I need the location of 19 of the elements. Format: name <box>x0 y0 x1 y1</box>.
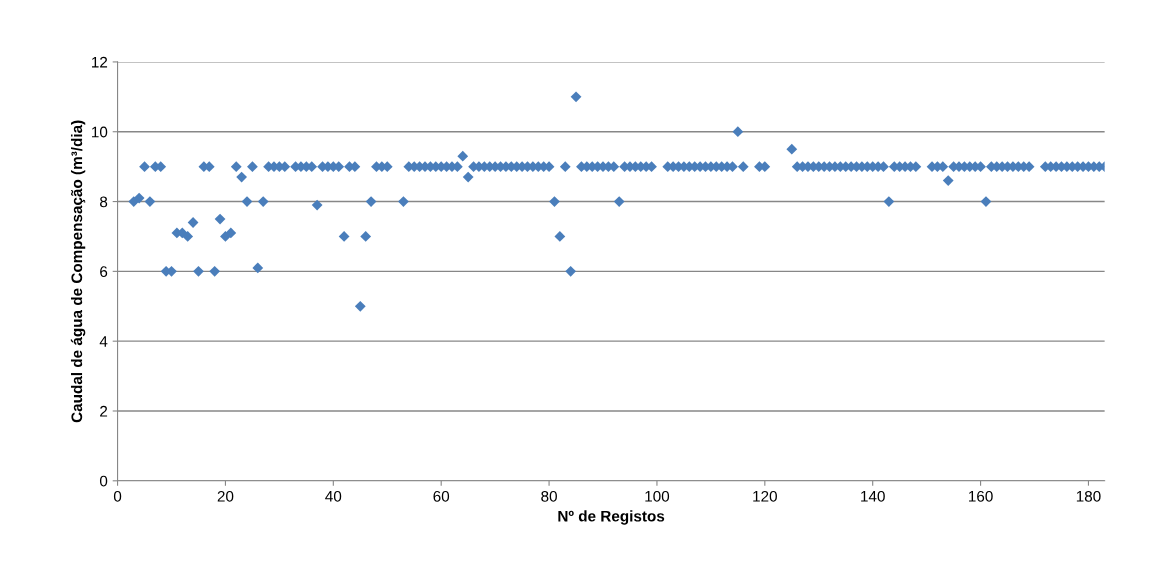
y-axis-title: Caudal de água de Compensação (m³/dia) <box>70 120 86 423</box>
x-tick-label: 60 <box>433 490 450 502</box>
x-tick-label: 100 <box>645 490 670 502</box>
x-axis-title: Nº de Registos <box>558 510 665 525</box>
x-tick-label: 140 <box>861 490 885 502</box>
y-tick-label: 6 <box>100 266 108 278</box>
x-tick-label: 0 <box>113 490 122 502</box>
y-tick-label: 2 <box>100 405 108 417</box>
x-tick-label: 80 <box>541 490 557 502</box>
y-tick-label: 0 <box>99 475 108 487</box>
x-tick-label: 180 <box>1076 490 1101 502</box>
x-tick-label: 160 <box>969 490 993 502</box>
y-tick-label: 10 <box>92 126 108 138</box>
y-tick-label: 8 <box>100 196 108 208</box>
x-tick-label: 40 <box>325 490 342 502</box>
x-tick-label: 20 <box>217 490 234 502</box>
x-tick-label: 120 <box>753 490 777 502</box>
y-tick-label: 12 <box>92 56 108 68</box>
y-tick-label: 4 <box>99 336 108 347</box>
